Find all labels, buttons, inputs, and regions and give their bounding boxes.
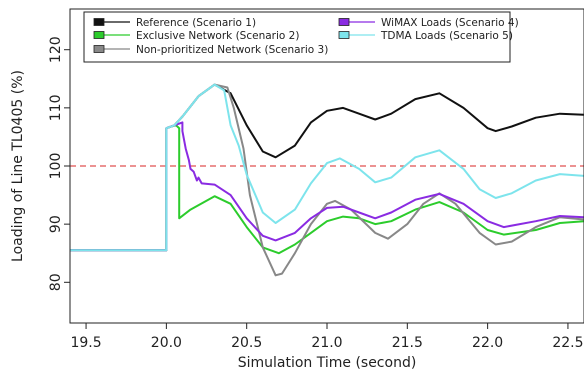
y-tick-label: 110 (48, 94, 64, 121)
series-layer (70, 83, 584, 277)
x-axis-title: Simulation Time (second) (238, 355, 417, 371)
x-axis: 19.5 20.0 20.5 21.0 21.5 22.0 22.5 (70, 323, 584, 351)
y-axis: 80 90 100 110 120 (48, 36, 70, 291)
x-tick-label: 22.5 (552, 335, 583, 351)
legend-swatch (338, 18, 350, 26)
legend-swatch (93, 18, 105, 26)
y-tick-label: 90 (48, 215, 64, 233)
legend-label: Reference (Scenario 1) (136, 17, 256, 29)
legend-box (83, 11, 511, 63)
legend-label: WiMAX Loads (Scenario 4) (381, 17, 519, 29)
legend-swatch (338, 31, 350, 39)
series-line-2 (70, 124, 584, 255)
legend-label: Exclusive Network (Scenario 2) (136, 30, 299, 42)
legend: Reference (Scenario 1)Exclusive Network … (83, 11, 519, 63)
x-tick-label: 20.5 (231, 335, 262, 351)
legend-swatch (93, 45, 105, 53)
x-tick-label: 22.0 (472, 335, 503, 351)
series-line-4 (70, 121, 584, 252)
y-tick-label: 120 (48, 36, 64, 63)
series-line-5 (70, 83, 584, 252)
x-tick-label: 19.5 (70, 335, 101, 351)
x-tick-label: 20.0 (151, 335, 182, 351)
series-line-1 (70, 83, 584, 252)
y-tick-label: 100 (48, 153, 64, 180)
legend-label: TDMA Loads (Scenario 5) (380, 30, 513, 42)
series-line-3 (70, 83, 584, 277)
x-tick-label: 21.0 (311, 335, 342, 351)
x-tick-label: 21.5 (392, 335, 423, 351)
legend-label: Non-prioritized Network (Scenario 3) (136, 44, 328, 56)
legend-swatch (93, 31, 105, 39)
y-tick-label: 80 (48, 273, 64, 291)
y-axis-title: Loading of Line TL0405 (%) (10, 70, 26, 262)
